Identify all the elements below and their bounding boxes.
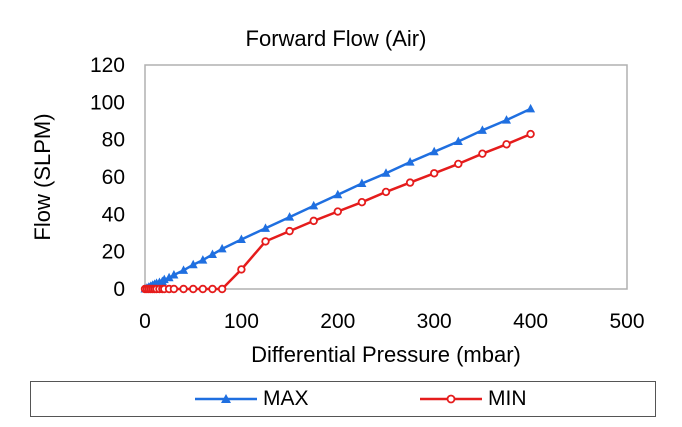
series-max <box>140 103 536 293</box>
data-point-max <box>207 249 217 258</box>
data-point-min <box>169 284 179 294</box>
data-point-min <box>208 284 217 294</box>
y-tick-label: 120 <box>90 54 125 77</box>
chart-title: Forward Flow (Air) <box>246 26 427 51</box>
data-point-max <box>502 115 511 124</box>
x-tick-label: 300 <box>417 310 452 333</box>
data-point-min <box>309 216 318 226</box>
data-point-max <box>198 255 208 264</box>
data-point-max <box>236 234 246 244</box>
legend-item-min: MIN <box>420 382 527 416</box>
data-point-max <box>405 157 415 166</box>
x-tick-label: 400 <box>513 310 548 333</box>
y-tick-label: 60 <box>102 166 125 189</box>
data-point-min <box>285 226 294 236</box>
legend-swatch-max <box>195 394 257 403</box>
legend-swatch-min <box>420 394 482 404</box>
data-point-min <box>217 284 227 294</box>
data-point-min <box>261 237 270 246</box>
data-point-max <box>429 146 439 156</box>
x-axis-title: Differential Pressure (mbar) <box>251 342 521 367</box>
data-point-max <box>179 265 189 274</box>
x-tick-label: 0 <box>139 310 151 333</box>
data-point-min <box>357 197 367 207</box>
data-point-max <box>477 125 487 134</box>
x-tick-label: 200 <box>320 310 355 333</box>
data-point-min <box>333 207 342 216</box>
data-point-min <box>454 159 463 169</box>
data-point-min <box>405 178 415 187</box>
data-point-max <box>453 136 463 146</box>
y-tick-label: 0 <box>113 278 125 301</box>
x-tick-label: 100 <box>224 310 259 333</box>
chart: Forward Flow (Air) 0 20 40 60 80 100 120 0 100 2… <box>30 26 645 367</box>
data-point-max <box>285 212 295 221</box>
data-point-min <box>188 284 198 294</box>
y-tick-label: 100 <box>90 91 125 114</box>
data-point-max <box>217 243 227 253</box>
data-point-min <box>198 284 208 294</box>
data-point-min <box>526 129 535 139</box>
data-point-max <box>261 223 270 232</box>
legend-label-max: MAX <box>263 387 309 410</box>
data-point-min <box>502 140 511 149</box>
data-point-max <box>188 259 198 269</box>
data-point-max <box>526 103 536 113</box>
y-tick-label: 80 <box>102 129 125 152</box>
x-axis: 0 100 200 300 400 500 <box>139 310 644 333</box>
y-axis-title: Flow (SLPM) <box>30 113 55 240</box>
y-tick-label: 40 <box>102 203 125 226</box>
data-point-max <box>381 168 391 177</box>
data-point-max <box>357 178 367 188</box>
data-point-max <box>309 200 319 210</box>
data-point-min <box>237 265 246 274</box>
data-point-min <box>478 149 487 158</box>
legend-item-max: MAX <box>195 382 309 416</box>
data-point-max <box>333 189 343 199</box>
legend-label-min: MIN <box>488 387 527 410</box>
series-layer <box>140 103 536 294</box>
series-min <box>140 129 535 294</box>
data-point-min <box>430 169 439 178</box>
data-point-min <box>179 284 188 294</box>
legend: MAX MIN <box>30 381 656 417</box>
y-tick-label: 20 <box>102 241 125 264</box>
data-point-max <box>164 272 174 282</box>
x-tick-label: 500 <box>609 310 644 333</box>
data-point-min <box>381 187 391 197</box>
data-point-max <box>169 270 179 279</box>
plot-area <box>144 64 628 290</box>
y-axis: 0 20 40 60 80 100 120 <box>90 54 125 301</box>
